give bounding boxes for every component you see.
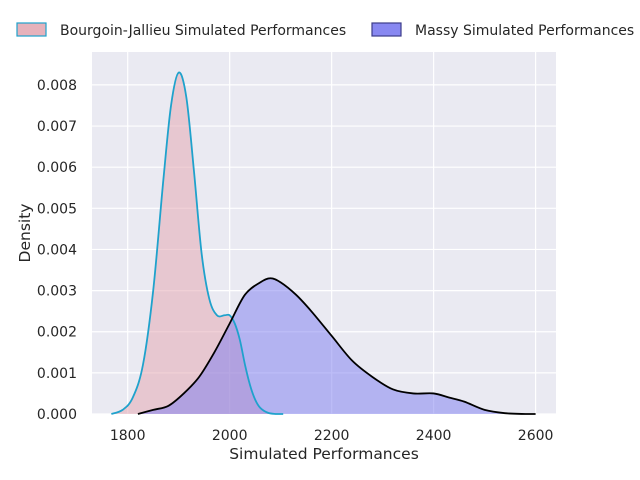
y-tick-label: 0.004: [37, 242, 77, 258]
density-area-massy: [137, 278, 536, 414]
legend-label-massy: Massy Simulated Performances: [415, 23, 634, 39]
legend-swatch-bourgoin: [16, 22, 47, 37]
x-tick-label: 2600: [518, 428, 554, 444]
density-line-massy: [137, 277, 536, 415]
x-tick-label: 1800: [110, 428, 146, 444]
legend: Bourgoin-Jallieu Simulated Performances …: [16, 22, 634, 39]
y-axis-ticks: 0.000 0.001 0.002 0.003 0.004 0.005 0.006 0.007…: [37, 78, 77, 423]
y-tick-label: 0.001: [37, 366, 77, 382]
y-tick-label: 0.005: [37, 201, 77, 217]
y-tick-label: 0.006: [37, 160, 77, 176]
legend-swatch-massy: [371, 22, 402, 37]
density-line-bourgoin: [111, 71, 284, 415]
y-axis-label: Density: [16, 204, 34, 263]
y-tick-label: 0.000: [37, 407, 77, 423]
legend-label-bourgoin: Bourgoin-Jallieu Simulated Performances: [60, 23, 346, 39]
x-tick-label: 2200: [314, 428, 350, 444]
y-tick-label: 0.007: [37, 119, 77, 135]
y-tick-label: 0.003: [37, 284, 77, 300]
x-axis-label: Simulated Performances: [229, 445, 419, 463]
density-area-bourgoin: [111, 72, 284, 415]
y-tick-label: 0.002: [37, 325, 77, 341]
y-tick-label: 0.008: [37, 78, 77, 94]
x-tick-label: 2400: [416, 428, 452, 444]
x-axis-ticks: 1800 2000 2200 2400 2600: [110, 428, 554, 444]
x-tick-label: 2000: [212, 428, 248, 444]
density-series: [111, 71, 536, 415]
